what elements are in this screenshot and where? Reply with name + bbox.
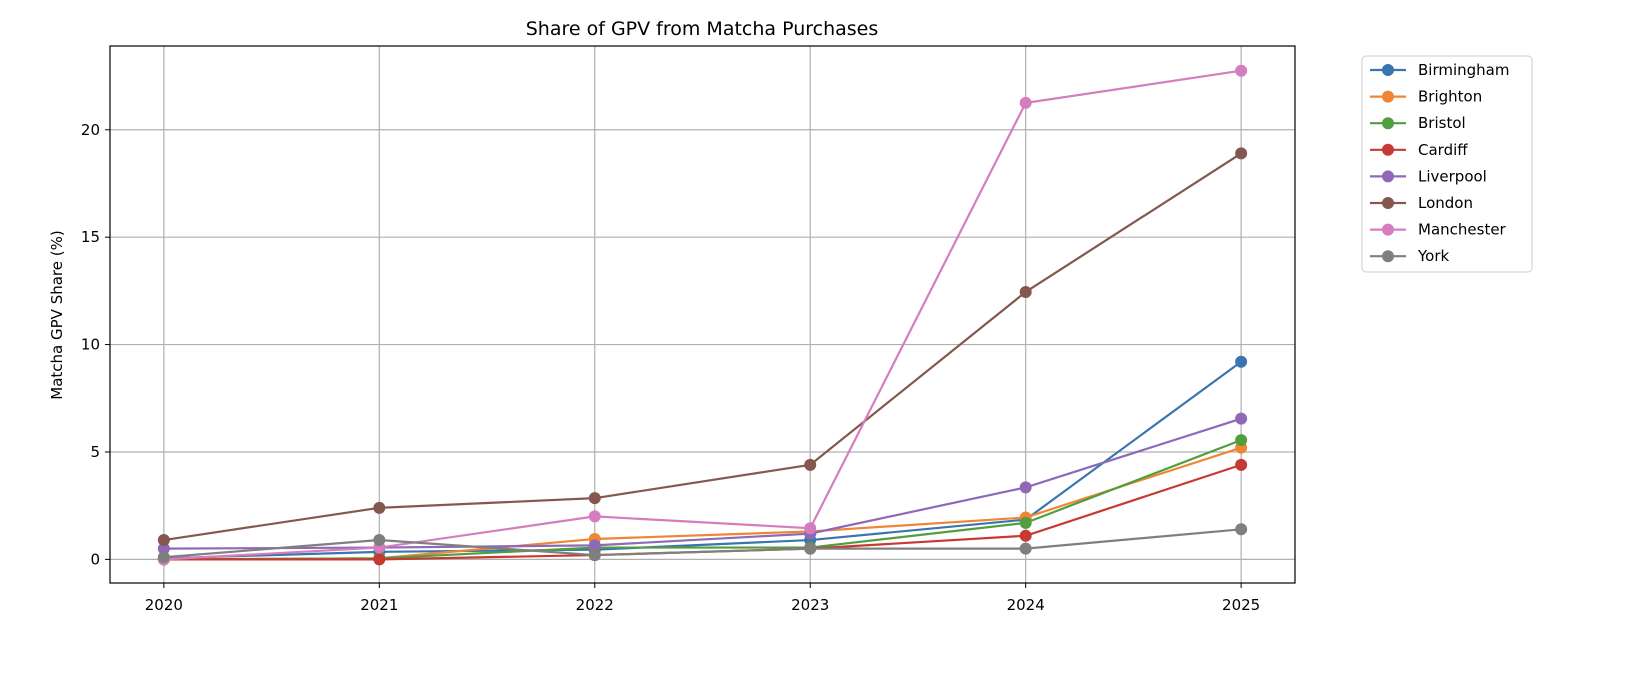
data-point [1019,529,1032,542]
data-point [1235,147,1248,160]
data-point [157,542,170,555]
series-manchester [157,64,1248,566]
data-point [588,549,601,562]
legend-marker [1382,90,1394,103]
legend-marker [1382,197,1394,209]
data-point [1235,412,1248,425]
legend-label: Liverpool [1418,167,1487,185]
legend-marker [1382,170,1394,183]
data-point [1019,516,1032,529]
series-york [157,523,1248,564]
legend-item: Manchester [1370,221,1507,239]
legend-marker [1382,250,1394,263]
legend-marker [1382,117,1394,130]
x-tick-label: 2022 [576,596,614,614]
legend-label: Manchester [1418,221,1507,239]
legend-item: Brighton [1370,88,1482,106]
series-line [163,446,1242,561]
legend: Birmingham Brighton Bristol Cardiff Liverpoo… [1361,55,1533,273]
data-point [157,534,170,547]
legend-marker [1382,64,1394,76]
data-point [373,553,386,566]
legend-item: Cardiff [1370,141,1468,159]
data-point [804,542,817,555]
series-line [163,417,1242,550]
grid [110,46,1295,583]
series-line [163,360,1242,560]
legend-label: York [1417,247,1450,265]
y-tick-label: 20 [81,121,100,139]
y-axis-label: Matcha GPV Share (%) [48,230,66,399]
data-point [157,551,170,564]
legend-item: London [1370,194,1473,212]
plot-frame [109,45,1296,584]
legend-label: Brighton [1418,88,1482,106]
data-point [588,539,601,552]
series-cardiff [157,458,1248,566]
y-tick-label: 0 [90,550,100,568]
x-tick-label: 2021 [360,596,398,614]
data-point [1235,523,1248,536]
legend-marker [1382,143,1394,156]
data-point [1235,355,1248,368]
axis-ticks: 2020 2021 2022 2023 2024 2025 0 5 10 15 20 [81,121,1260,614]
legend-label: Birmingham [1418,61,1509,79]
legend-item: Liverpool [1370,167,1487,185]
data-point [804,458,817,471]
chart-title: Share of GPV from Matcha Purchases [526,18,879,40]
legend-label: Bristol [1418,114,1466,132]
data-point [1019,481,1032,494]
legend-label: Cardiff [1418,141,1468,159]
series-lines [157,64,1248,566]
x-tick-label: 2023 [791,596,829,614]
data-point [373,534,386,547]
series-line [163,152,1242,542]
data-point [1019,96,1032,109]
y-tick-label: 5 [90,443,100,461]
y-tick-label: 15 [81,228,100,246]
x-tick-label: 2024 [1007,596,1045,614]
series-line [163,69,1242,561]
legend-marker [1382,223,1394,236]
x-tick-label: 2020 [145,596,183,614]
x-tick-label: 2025 [1222,596,1260,614]
series-liverpool [157,412,1248,555]
legend-label: London [1418,194,1473,212]
series-birmingham [157,355,1248,565]
data-point [588,510,601,523]
legend-item: Birmingham [1370,61,1509,79]
data-point [1235,434,1248,447]
data-point [1019,285,1032,298]
legend-item: York [1370,247,1450,265]
data-point [1235,64,1248,77]
series-line [163,528,1242,559]
y-tick-label: 10 [81,336,100,354]
data-point [804,522,817,535]
legend-item: Bristol [1370,114,1466,132]
data-point [373,501,386,514]
legend-box [1361,55,1533,273]
data-point [588,492,601,505]
data-point [1019,542,1032,555]
data-point [1235,458,1248,471]
series-london [157,147,1248,547]
